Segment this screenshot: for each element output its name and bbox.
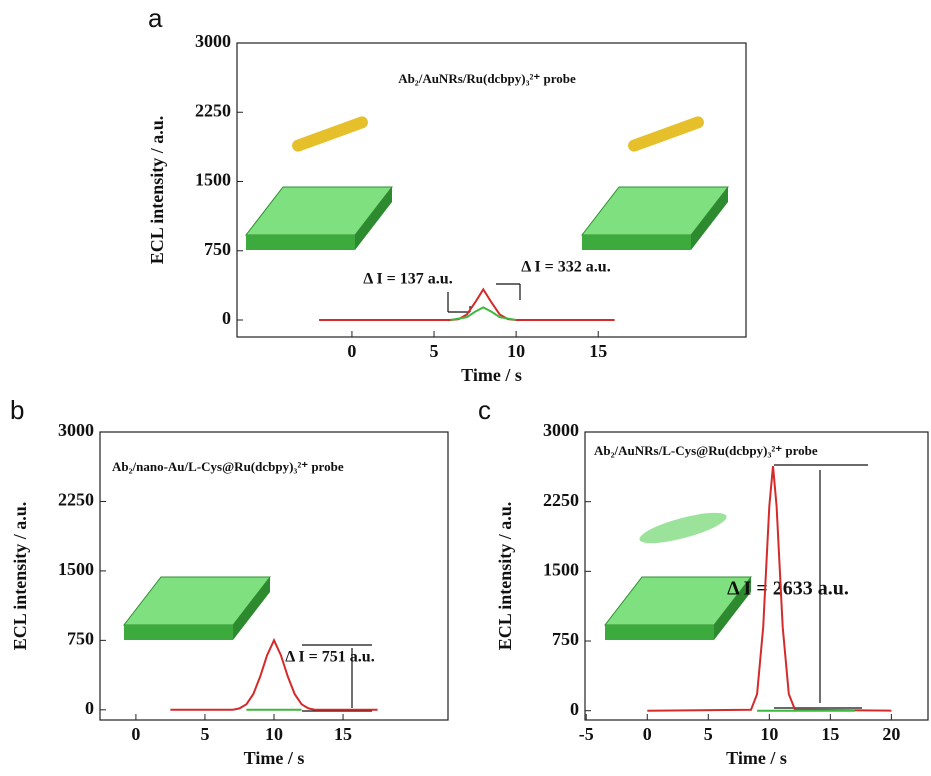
y-axis-label: ECL intensity / a.u. xyxy=(147,116,167,265)
x-tick-label: 10 xyxy=(507,341,525,361)
x-tick-label: 10 xyxy=(265,724,283,744)
x-axis-label: Time / s xyxy=(244,748,305,768)
x-tick-label: 15 xyxy=(334,724,352,744)
x-tick-label: 0 xyxy=(131,724,140,744)
y-tick-label: 1500 xyxy=(58,559,94,579)
plot-frame xyxy=(236,42,747,338)
x-axis-label: Time / s xyxy=(726,748,787,768)
delta-label: Δ I = 332 a.u. xyxy=(521,259,610,276)
data-line xyxy=(647,466,892,712)
panel-label: b xyxy=(10,395,24,425)
x-tick-label: 0 xyxy=(347,341,356,361)
delta-label: Δ I = 751 a.u. xyxy=(285,649,374,666)
probe-label: Ab₂/AuNRs/Ru(dcbpy)₃²⁺ probe xyxy=(398,71,576,86)
panel-label: a xyxy=(148,3,163,33)
y-tick-label: 3000 xyxy=(195,31,231,51)
data-line xyxy=(319,287,615,321)
x-tick-label: 20 xyxy=(882,724,900,744)
y-tick-label: 3000 xyxy=(543,420,579,440)
illustration xyxy=(122,116,753,640)
x-tick-label: 5 xyxy=(430,341,439,361)
probe-label: Ab₂/nano-Au/L-Cys@Ru(dcbpy)₃²⁺ probe xyxy=(112,459,344,474)
x-tick-label: -5 xyxy=(579,724,594,744)
x-tick-label: 0 xyxy=(643,724,652,744)
y-axis-label: ECL intensity / a.u. xyxy=(495,502,515,651)
x-tick-label: 10 xyxy=(760,724,778,744)
y-tick-label: 0 xyxy=(85,698,94,718)
data-line xyxy=(170,637,378,711)
y-tick-label: 750 xyxy=(204,239,231,259)
y-tick-label: 3000 xyxy=(58,420,94,440)
plot-frame xyxy=(99,431,449,721)
panel-label: c xyxy=(478,395,491,425)
y-tick-label: 0 xyxy=(222,308,231,328)
delta-label: Δ I = 2633 a.u. xyxy=(727,578,849,600)
delta-label: Δ I = 137 a.u. xyxy=(363,271,452,288)
y-tick-label: 2250 xyxy=(58,490,94,510)
y-axis-label: ECL intensity / a.u. xyxy=(10,502,30,651)
data-line xyxy=(450,306,517,321)
x-axis-label: Time / s xyxy=(461,365,522,385)
x-tick-label: 5 xyxy=(200,724,209,744)
plot-frame xyxy=(584,431,929,721)
y-tick-label: 0 xyxy=(570,699,579,719)
x-tick-label: 15 xyxy=(589,341,607,361)
y-tick-label: 1500 xyxy=(195,170,231,190)
x-tick-label: 5 xyxy=(704,724,713,744)
y-tick-label: 750 xyxy=(67,628,94,648)
x-tick-label: 15 xyxy=(821,724,839,744)
probe-label: Ab₂/AuNRs/L-Cys@Ru(dcbpy)₃²⁺ probe xyxy=(594,443,818,458)
y-tick-label: 2250 xyxy=(195,100,231,120)
y-tick-label: 2250 xyxy=(543,490,579,510)
y-tick-label: 750 xyxy=(552,629,579,649)
y-tick-label: 1500 xyxy=(543,559,579,579)
